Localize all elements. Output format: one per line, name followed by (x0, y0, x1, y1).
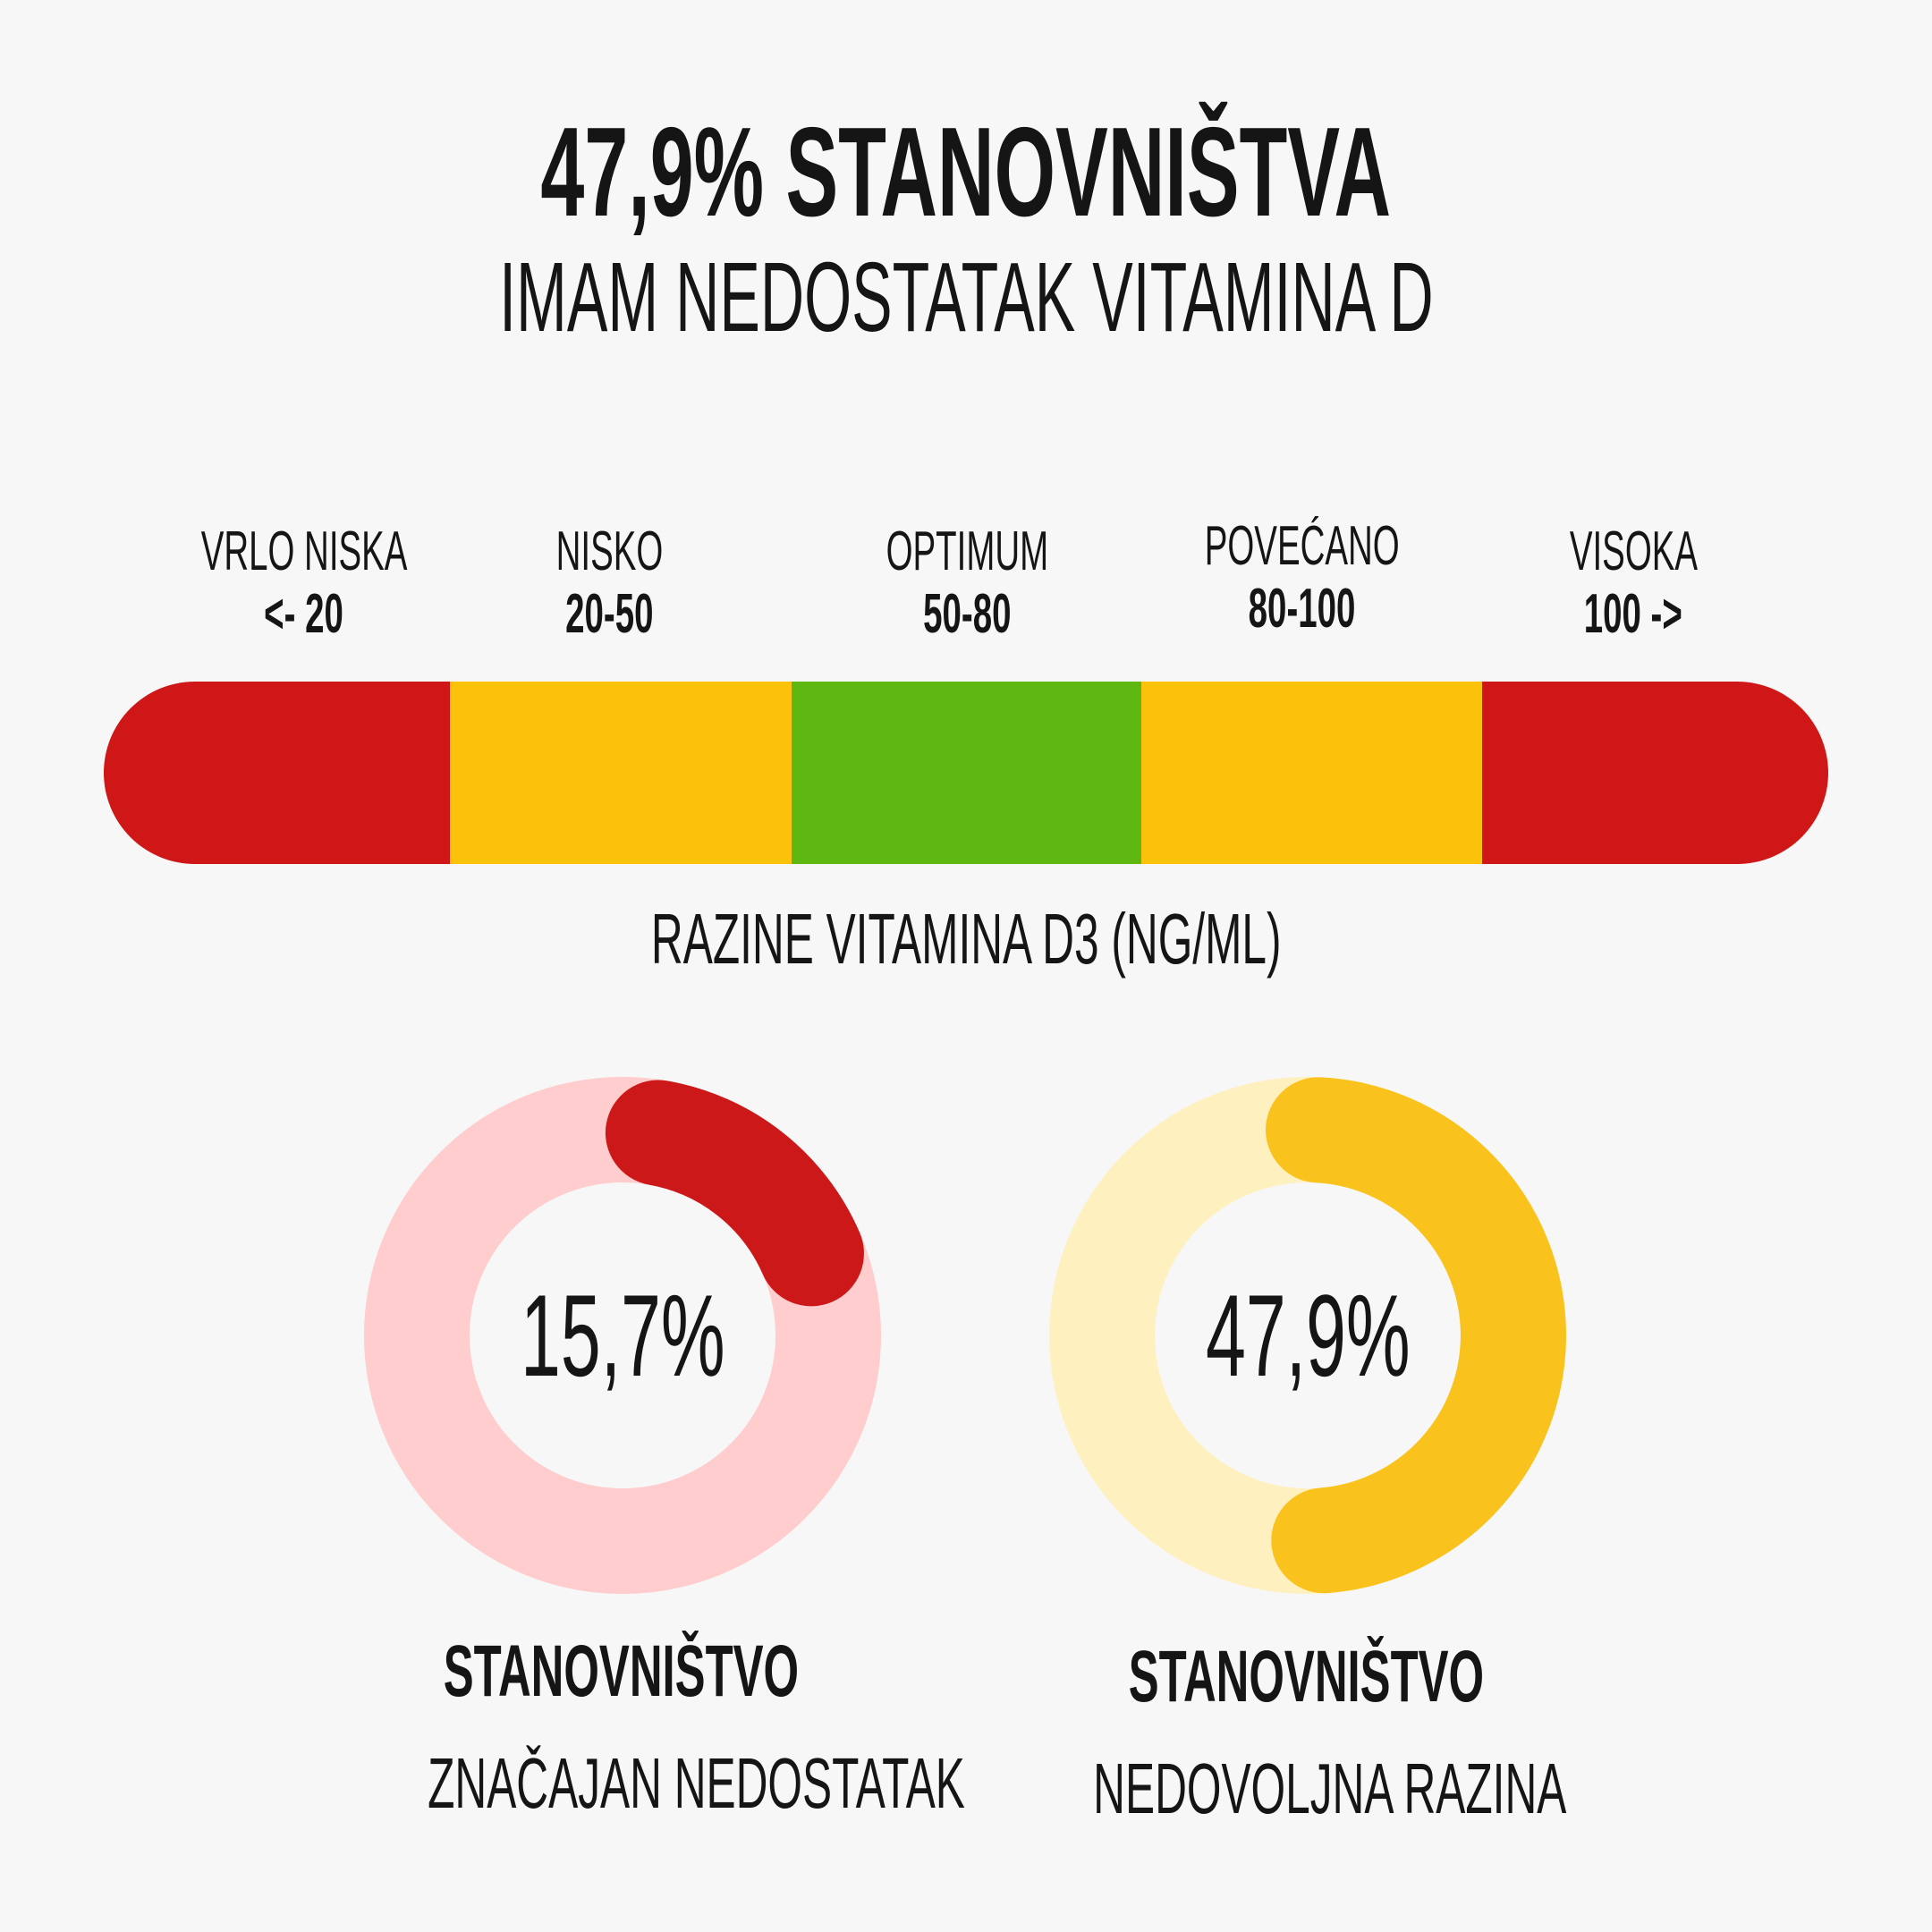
donut-percent-text: 15,7% (520, 1270, 725, 1401)
donut-chart-insufficient-level: 47,9% (1039, 1067, 1576, 1604)
caption-significant-deficiency: STANOVNIŠTVO ZNAČAJAN NEDOSTATAK (263, 1635, 979, 1819)
headline: 47,9% STANOVNIŠTVA (0, 109, 1932, 236)
headline-text: 47,9% STANOVNIŠTVA (540, 101, 1392, 243)
range-name: VISOKA (1569, 521, 1698, 582)
range-label-high: VISOKA 100 -> (1454, 524, 1812, 642)
scale-caption: RAZINE VITAMINA D3 (NG/ML) (0, 903, 1932, 975)
range-label-low: NISKO 20-50 (430, 524, 788, 642)
range-name: NISKO (555, 521, 663, 582)
range-label-elevated: POVEĆANO 80-100 (1123, 519, 1481, 637)
subheadline: IMAM NEDOSTATAK VITAMINA D (0, 249, 1932, 347)
range-name: OPTIMUM (886, 521, 1048, 582)
scale-caption-text: RAZINE VITAMINA D3 (NG/ML) (650, 899, 1282, 979)
donut-arc (605, 1080, 864, 1307)
range-name: POVEĆANO (1205, 515, 1400, 577)
range-value: 20-50 (564, 583, 654, 645)
caption-title: STANOVNIŠTVO (443, 1631, 799, 1712)
scale-segment-low (450, 682, 792, 864)
donut-arc (1266, 1077, 1566, 1594)
caption-subtitle: ZNAČAJAN NEDOSTATAK (428, 1743, 965, 1823)
scale-segment-elevated (1141, 682, 1482, 864)
donut-percent-label: 15,7% (354, 1067, 891, 1604)
donut-percent-label: 47,9% (1039, 1067, 1576, 1604)
donut-chart-significant-deficiency: 15,7% (354, 1067, 891, 1604)
range-value: 100 -> (1583, 583, 1683, 645)
scale-segment-optimum (792, 682, 1141, 864)
range-name: VRLO NISKA (200, 521, 408, 582)
range-value: 80-100 (1249, 578, 1356, 640)
range-label-very-low: VRLO NISKA <- 20 (125, 524, 483, 642)
subheadline-text: IMAM NEDOSTATAK VITAMINA D (498, 242, 1434, 352)
range-label-optimum: OPTIMUM 50-80 (788, 524, 1146, 642)
scale-segment-very-low (104, 682, 450, 864)
range-value: 50-80 (922, 583, 1012, 645)
vitamin-level-scale-bar (104, 682, 1828, 864)
donut-percent-text: 47,9% (1205, 1270, 1411, 1401)
caption-title: STANOVNIŠTVO (1128, 1636, 1484, 1717)
scale-segment-high (1482, 682, 1828, 864)
caption-insufficient-level: STANOVNIŠTVO NEDOVOLJNA RAZINA (948, 1640, 1664, 1825)
donut-svg (364, 1077, 881, 1594)
range-value: <- 20 (264, 583, 344, 645)
caption-subtitle: NEDOVOLJNA RAZINA (1093, 1749, 1567, 1828)
donut-svg (1049, 1077, 1566, 1594)
